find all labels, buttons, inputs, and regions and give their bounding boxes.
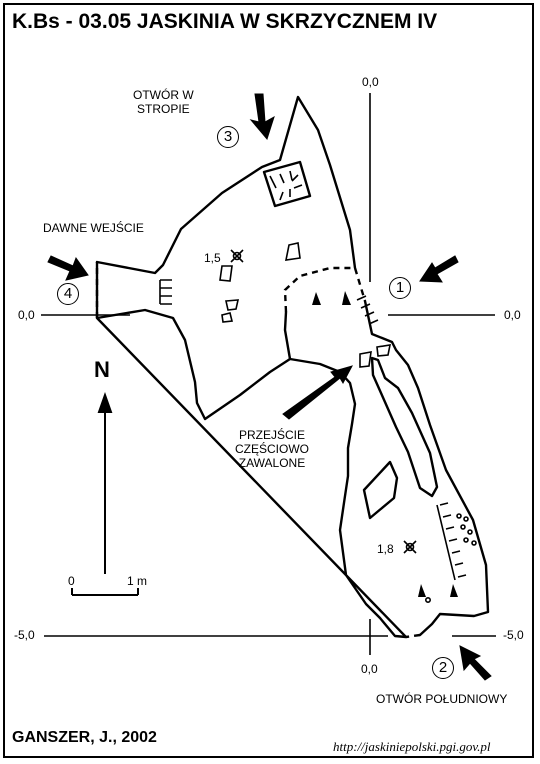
scale-start: 0 [68, 574, 75, 588]
coord-right: 0,0 [504, 308, 521, 322]
coord-bottom-right: -5,0 [503, 628, 524, 642]
steps-east [356, 295, 379, 325]
depth-value: 1,8 [377, 542, 394, 556]
slope-marker [418, 584, 426, 597]
pebble [463, 537, 469, 543]
steps-west [159, 279, 172, 305]
slope-marker [342, 291, 351, 305]
depth-symbol [230, 249, 244, 263]
boulder [225, 299, 240, 311]
arrow-entrance-4 [47, 255, 89, 281]
north-arrow-head [97, 391, 113, 413]
rock-slab [362, 460, 399, 520]
pebble [456, 513, 462, 519]
pebble [424, 596, 431, 603]
partition-wall [283, 310, 292, 361]
label-partially-collapsed-passage: PRZEJŚCIE CZĘŚCIOWO ZAWALONE [235, 428, 309, 470]
north-label: N [94, 357, 110, 382]
slope-marker [312, 292, 321, 305]
boulder [284, 242, 301, 261]
pebble [463, 516, 469, 522]
boulder [359, 351, 372, 368]
scale-end: 1 m [127, 574, 148, 588]
pebble [467, 529, 473, 535]
scale-bar [71, 588, 139, 596]
label-opening-in-roof: OTWÓR W STROPIE [133, 88, 194, 116]
label-line: OTWÓR W [133, 88, 194, 102]
steps-south [436, 502, 467, 581]
boulder [219, 265, 233, 282]
entrance-marker-3: 3 [217, 126, 239, 148]
coord-bottom-center: 0,0 [361, 662, 378, 676]
cave-outline [95, 95, 490, 639]
coord-left: 0,0 [18, 308, 35, 322]
slope-marker [450, 584, 458, 597]
pebble [460, 524, 466, 530]
rock-pillar [370, 356, 439, 498]
arrow-entrance-2 [459, 645, 492, 681]
label-south-opening: OTWÓR POŁUDNIOWY [376, 692, 508, 706]
label-former-entrance: DAWNE WEJŚCIE [43, 221, 144, 235]
coord-top: 0,0 [362, 75, 379, 89]
depth-symbol [403, 540, 417, 554]
arrow-entrance-1 [419, 255, 459, 283]
boulder [376, 344, 392, 357]
arrow-passage [282, 365, 353, 420]
pebble [471, 540, 477, 546]
entrance-marker-1: 1 [389, 277, 411, 299]
depth-value: 1,5 [204, 251, 221, 265]
dashed-edge-east [283, 266, 367, 313]
label-line: PRZEJŚCIE [238, 428, 305, 442]
source-url: http://jaskiniepolski.pgi.gov.pl [333, 739, 491, 754]
shaft-outline [262, 160, 312, 208]
map-title: K.Bs - 03.05 JASKINIA W SKRZYCZNEM IV [12, 10, 438, 33]
entrance-marker-2: 2 [432, 657, 454, 679]
author-credit: GANSZER, J., 2002 [12, 729, 157, 746]
label-line: ZAWALONE [238, 456, 306, 470]
label-line: CZĘŚCIOWO [235, 442, 309, 456]
coord-bottom-left: -5,0 [14, 628, 35, 642]
entrance-marker-4: 4 [57, 283, 79, 305]
boulder [221, 312, 233, 323]
arrow-entrance-3 [249, 93, 275, 141]
label-line: STROPIE [136, 102, 190, 116]
dashed-edge-south [405, 633, 421, 639]
